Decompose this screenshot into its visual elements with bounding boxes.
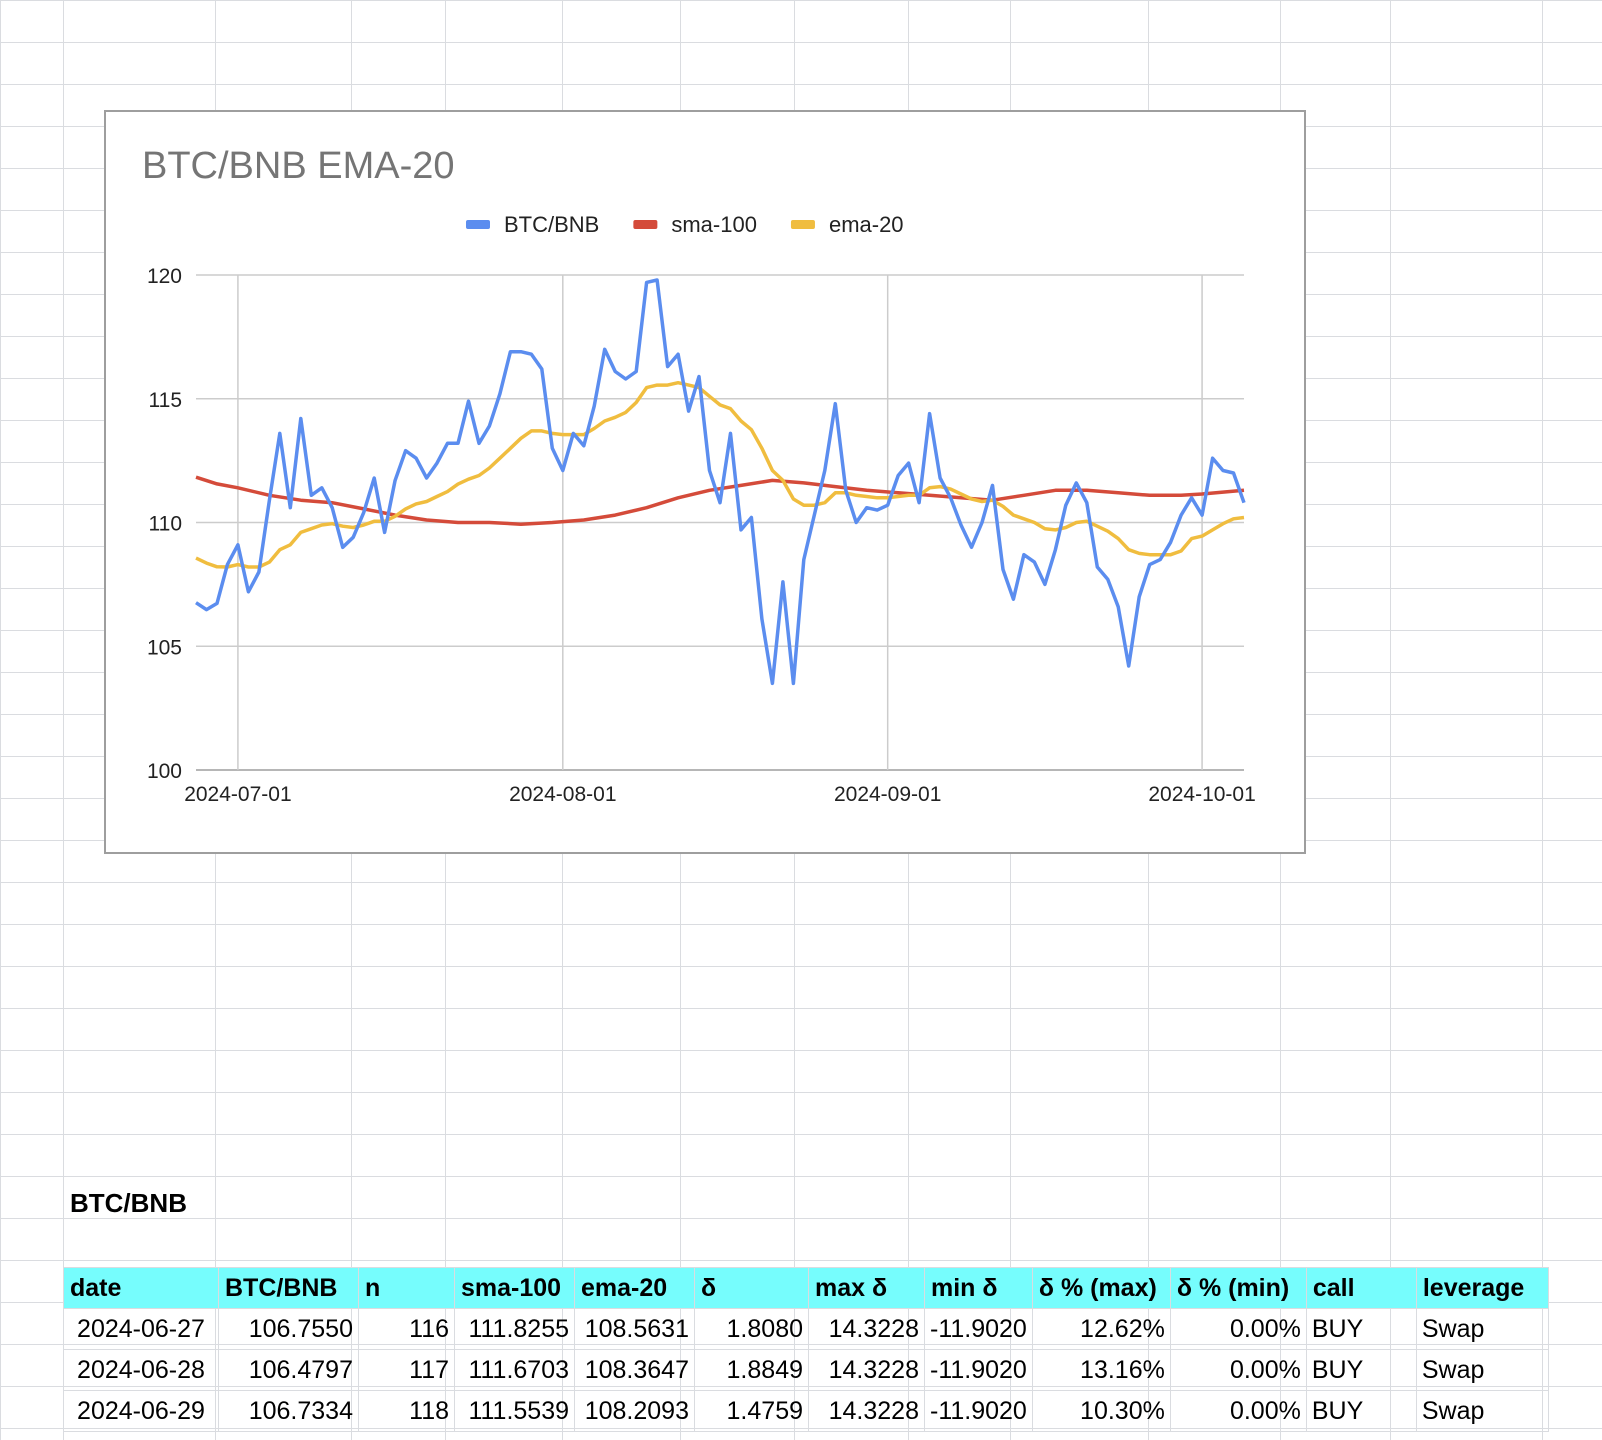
table-cell[interactable]: 108.2093 (574, 1390, 695, 1432)
column-header[interactable]: sma-100 (454, 1267, 575, 1309)
table-cell[interactable]: BUY (1305, 1390, 1417, 1432)
y-tick-label: 100 (147, 760, 182, 783)
table-cell[interactable]: Swap (1415, 1349, 1549, 1391)
table-row: 2024-06-29 106.7334 118 111.5539 108.2093 1.4… (63, 1390, 1549, 1432)
table-cell[interactable]: 13.16% (1031, 1349, 1171, 1391)
legend-label: BTC/BNB (504, 212, 599, 237)
column-header[interactable]: BTC/BNB (218, 1267, 359, 1309)
table-cell[interactable]: Swap (1415, 1390, 1549, 1432)
legend-label: sma-100 (671, 212, 757, 237)
legend-swatch (633, 220, 658, 229)
table-cell[interactable]: 118 (358, 1390, 455, 1432)
column-header[interactable]: δ % (min) (1169, 1267, 1307, 1309)
table-cell[interactable]: 116 (358, 1308, 455, 1350)
table-row: 2024-06-28 106.4797 117 111.6703 108.3647 1.8… (63, 1349, 1549, 1391)
column-header[interactable]: min δ (924, 1267, 1033, 1309)
series-line-ema-20 (195, 380, 1245, 569)
column-header[interactable]: date (63, 1267, 219, 1309)
x-tick-label: 2024-09-01 (834, 783, 941, 806)
table-cell[interactable]: 10.30% (1031, 1390, 1171, 1432)
column-header[interactable]: ema-20 (574, 1267, 695, 1309)
column-header[interactable]: call (1305, 1267, 1417, 1309)
table-cell[interactable]: -11.9020 (924, 1390, 1033, 1432)
table-cell[interactable]: 111.6703 (454, 1349, 575, 1391)
table-cell[interactable]: 117 (358, 1349, 455, 1391)
table-cell[interactable]: 106.7550 (218, 1308, 359, 1350)
table-row: 2024-06-27 106.7550 116 111.8255 108.5631 1.8… (63, 1308, 1549, 1350)
x-tick-label: 2024-08-01 (509, 783, 616, 806)
x-tick-label: 2024-10-01 (1148, 783, 1255, 806)
table-cell[interactable]: BUY (1305, 1349, 1417, 1391)
column-header[interactable]: max δ (808, 1267, 925, 1309)
column-header[interactable]: leverage (1415, 1267, 1549, 1309)
x-tick-label: 2024-07-01 (184, 783, 291, 806)
y-tick-label: 120 (147, 265, 182, 288)
column-header[interactable]: n (358, 1267, 455, 1309)
legend-label: ema-20 (829, 212, 904, 237)
table-cell[interactable]: 14.3228 (808, 1390, 925, 1432)
series-line-sma-100 (195, 475, 1245, 526)
table-cell[interactable]: BUY (1305, 1308, 1417, 1350)
column-header[interactable]: δ (694, 1267, 809, 1309)
table-cell[interactable]: 108.3647 (574, 1349, 695, 1391)
table-cell[interactable]: 106.4797 (218, 1349, 359, 1391)
table-cell[interactable]: Swap (1415, 1308, 1549, 1350)
table-cell[interactable]: 106.7334 (218, 1390, 359, 1432)
series-line-btc-bnb (195, 278, 1246, 686)
grid-column-line (1542, 0, 1543, 1440)
legend-swatch (466, 220, 490, 229)
table-cell[interactable]: 108.5631 (574, 1308, 695, 1350)
table-cell[interactable]: 12.62% (1031, 1308, 1171, 1350)
y-tick-label: 115 (149, 389, 182, 412)
table-cell[interactable]: 0.00% (1169, 1390, 1307, 1432)
table-cell[interactable]: 0.00% (1169, 1308, 1307, 1350)
y-tick-label: 110 (149, 513, 182, 536)
table-cell[interactable]: -11.9020 (924, 1308, 1033, 1350)
table-cell[interactable]: 111.8255 (454, 1308, 575, 1350)
column-header[interactable]: δ % (max) (1031, 1267, 1171, 1309)
table-cell[interactable]: 1.8080 (694, 1308, 809, 1350)
legend-swatch (790, 220, 815, 229)
chart-title: BTC/BNB EMA-20 (142, 145, 455, 187)
y-tick-label: 105 (147, 636, 182, 659)
grid-column-line (1390, 0, 1391, 1440)
table-cell[interactable]: -11.9020 (924, 1349, 1033, 1391)
table-cell[interactable]: 2024-06-28 (63, 1349, 219, 1391)
table-cell[interactable]: 111.5539 (454, 1390, 575, 1432)
sheet-title: BTC/BNB (70, 1188, 187, 1218)
table-cell[interactable]: 14.3228 (808, 1349, 925, 1391)
grid-column-line (63, 0, 64, 1440)
chart-container[interactable]: BTC/BNB EMA-20 100 105 110 115 120 2024-07-01 2… (104, 110, 1306, 854)
table-cell[interactable]: 2024-06-29 (63, 1390, 219, 1432)
table-cell[interactable]: 0.00% (1169, 1349, 1307, 1391)
line-chart: BTC/BNB EMA-20 100 105 110 115 120 2024-07-01 2… (142, 145, 1256, 806)
table-cell[interactable]: 1.8849 (694, 1349, 809, 1391)
table-cell[interactable]: 14.3228 (808, 1308, 925, 1350)
table-cell[interactable]: 2024-06-27 (63, 1308, 219, 1350)
table-cell[interactable]: 1.4759 (694, 1390, 809, 1432)
